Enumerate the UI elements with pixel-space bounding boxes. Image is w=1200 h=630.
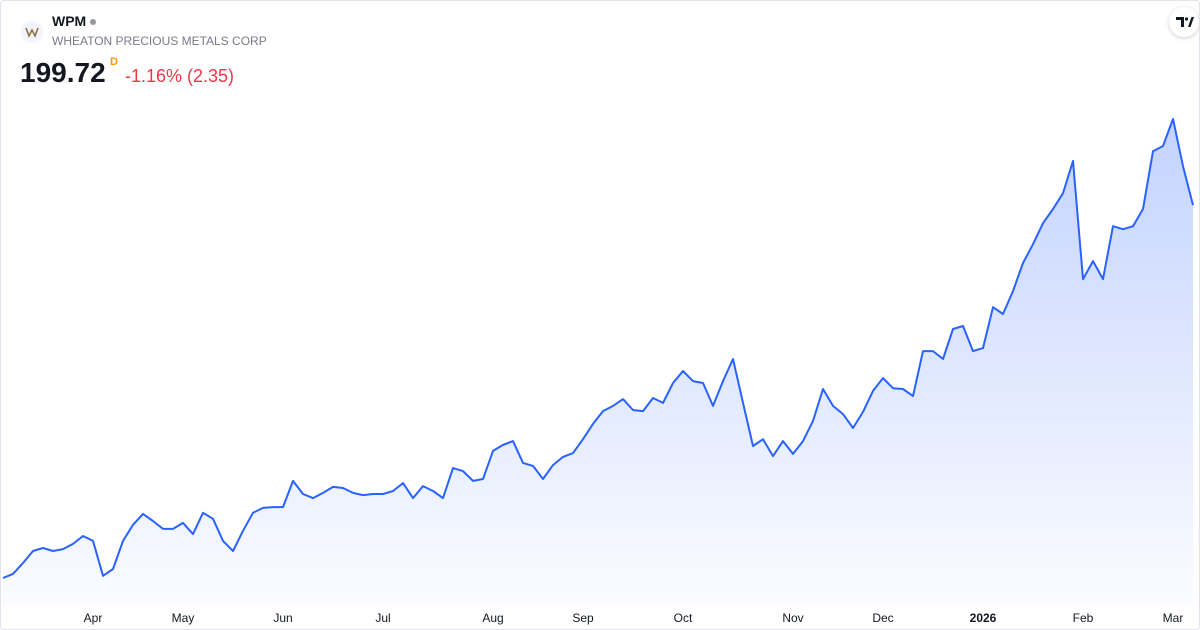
- symbol: WPM: [52, 13, 97, 29]
- change: -1.16% (2.35): [125, 66, 235, 86]
- x-tick-label: 2026: [970, 611, 997, 625]
- x-tick-label: Jun: [273, 611, 292, 625]
- x-tick-label: Aug: [482, 611, 503, 625]
- x-tick-label: Dec: [872, 611, 893, 625]
- x-tick-label: Oct: [674, 611, 693, 625]
- interval: D: [110, 56, 118, 68]
- x-tick-label: Sep: [572, 611, 594, 625]
- symbol-text: WPM: [52, 13, 87, 29]
- company-name: WHEATON PRECIOUS METALS CORP: [52, 34, 267, 48]
- tradingview-icon: [1176, 17, 1194, 27]
- logo-icon: [25, 27, 39, 38]
- x-tick-label: Jul: [375, 611, 390, 625]
- tradingview-logo[interactable]: [1169, 7, 1199, 37]
- x-tick-label: Mar: [1163, 611, 1184, 625]
- x-tick-label: Nov: [782, 611, 803, 625]
- logo: [21, 21, 43, 43]
- status-dot: [90, 19, 97, 26]
- x-tick-label: Apr: [84, 611, 103, 625]
- price: 199.72: [20, 57, 106, 88]
- x-tick-label: May: [172, 611, 195, 625]
- x-tick-label: Feb: [1073, 611, 1094, 625]
- area-fill: [3, 119, 1193, 606]
- price-line: [2, 118, 1194, 579]
